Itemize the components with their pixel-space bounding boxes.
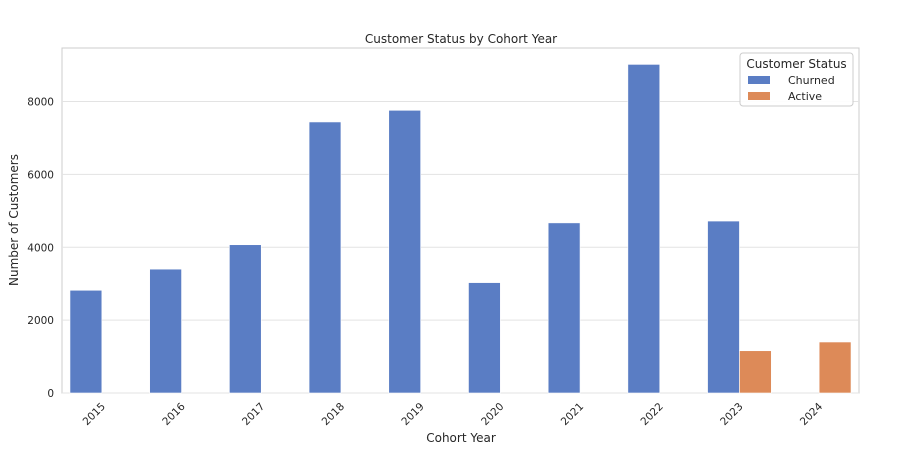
bar-churned-2021	[547, 222, 581, 394]
x-tick-label: 2023	[718, 401, 745, 428]
x-tick-label: 2022	[638, 401, 665, 428]
bar-churned-2023	[707, 220, 740, 394]
y-tick-label: 8000	[27, 97, 54, 109]
bar-churned-2017	[229, 244, 262, 394]
legend: Customer Status Churned Active	[739, 52, 854, 107]
x-axis-label: Cohort Year	[426, 431, 496, 445]
legend-swatch-churned	[748, 76, 770, 84]
x-tick-label: 2019	[399, 401, 426, 428]
legend-title: Customer Status	[746, 57, 846, 71]
y-tick-label: 4000	[27, 242, 54, 254]
y-axis-label: Number of Customers	[7, 154, 21, 286]
x-tick-label: 2017	[240, 401, 267, 428]
legend-entry-churned: Churned	[788, 74, 835, 87]
bar-churned-2022	[627, 64, 661, 394]
x-tick-label: 2016	[160, 400, 188, 428]
x-tick-label: 2024	[798, 400, 826, 428]
bar-churned-2016	[149, 268, 182, 394]
bar-churned-2018	[308, 121, 342, 394]
x-tick-label: 2020	[479, 401, 506, 428]
bar-active-2023	[739, 350, 772, 394]
y-tick-label: 2000	[27, 315, 54, 327]
y-tick-label: 0	[47, 388, 54, 400]
legend-swatch-active	[748, 92, 770, 100]
chart-title: Customer Status by Cohort Year	[365, 32, 557, 46]
bar-churned-2020	[468, 282, 501, 394]
x-tick-label: 2015	[81, 401, 108, 428]
plot-area: 0 2000 4000 6000 8000 2015 2016 2017 2018 2019 202…	[27, 47, 860, 428]
y-tick-label: 6000	[27, 169, 54, 181]
x-tick-label: 2018	[320, 401, 347, 428]
bar-churned-2015	[69, 289, 103, 394]
x-tick-label: 2021	[559, 401, 586, 428]
bar-active-2024	[818, 341, 852, 394]
bar-churned-2019	[388, 109, 421, 394]
legend-entry-active: Active	[788, 90, 822, 103]
